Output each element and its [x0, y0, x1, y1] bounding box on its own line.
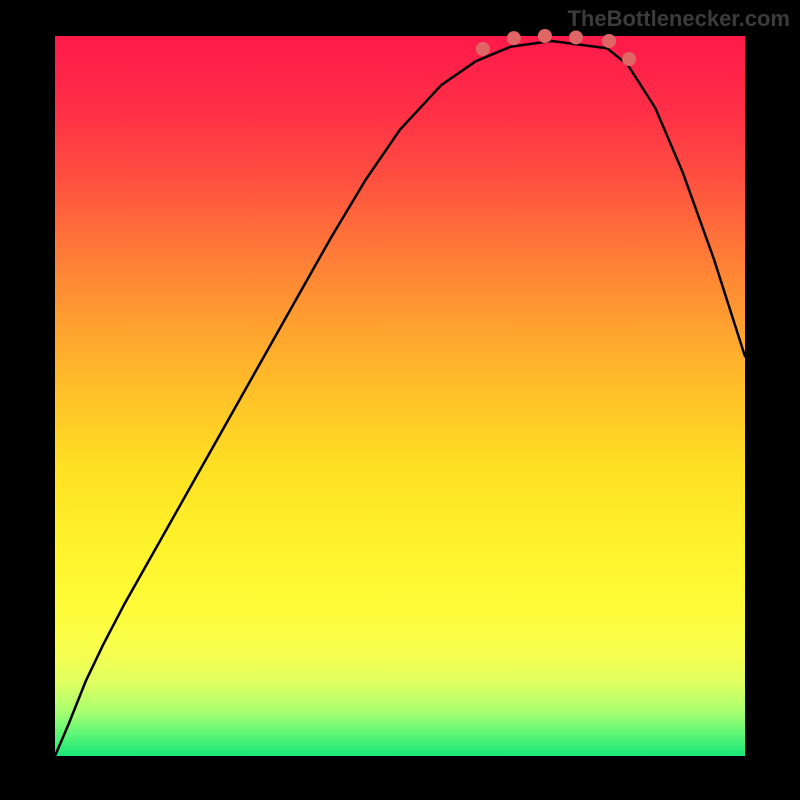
- optimal-dot: [507, 31, 521, 45]
- optimal-dot: [602, 34, 616, 48]
- chart-gradient-area: [55, 36, 745, 756]
- watermark-text: TheBottlenecker.com: [567, 6, 790, 31]
- optimal-dot: [476, 42, 490, 56]
- optimal-dot: [569, 30, 583, 44]
- bottleneck-chart: TheBottlenecker.com: [0, 0, 800, 800]
- optimal-dot: [538, 29, 552, 43]
- optimal-dot: [622, 52, 636, 66]
